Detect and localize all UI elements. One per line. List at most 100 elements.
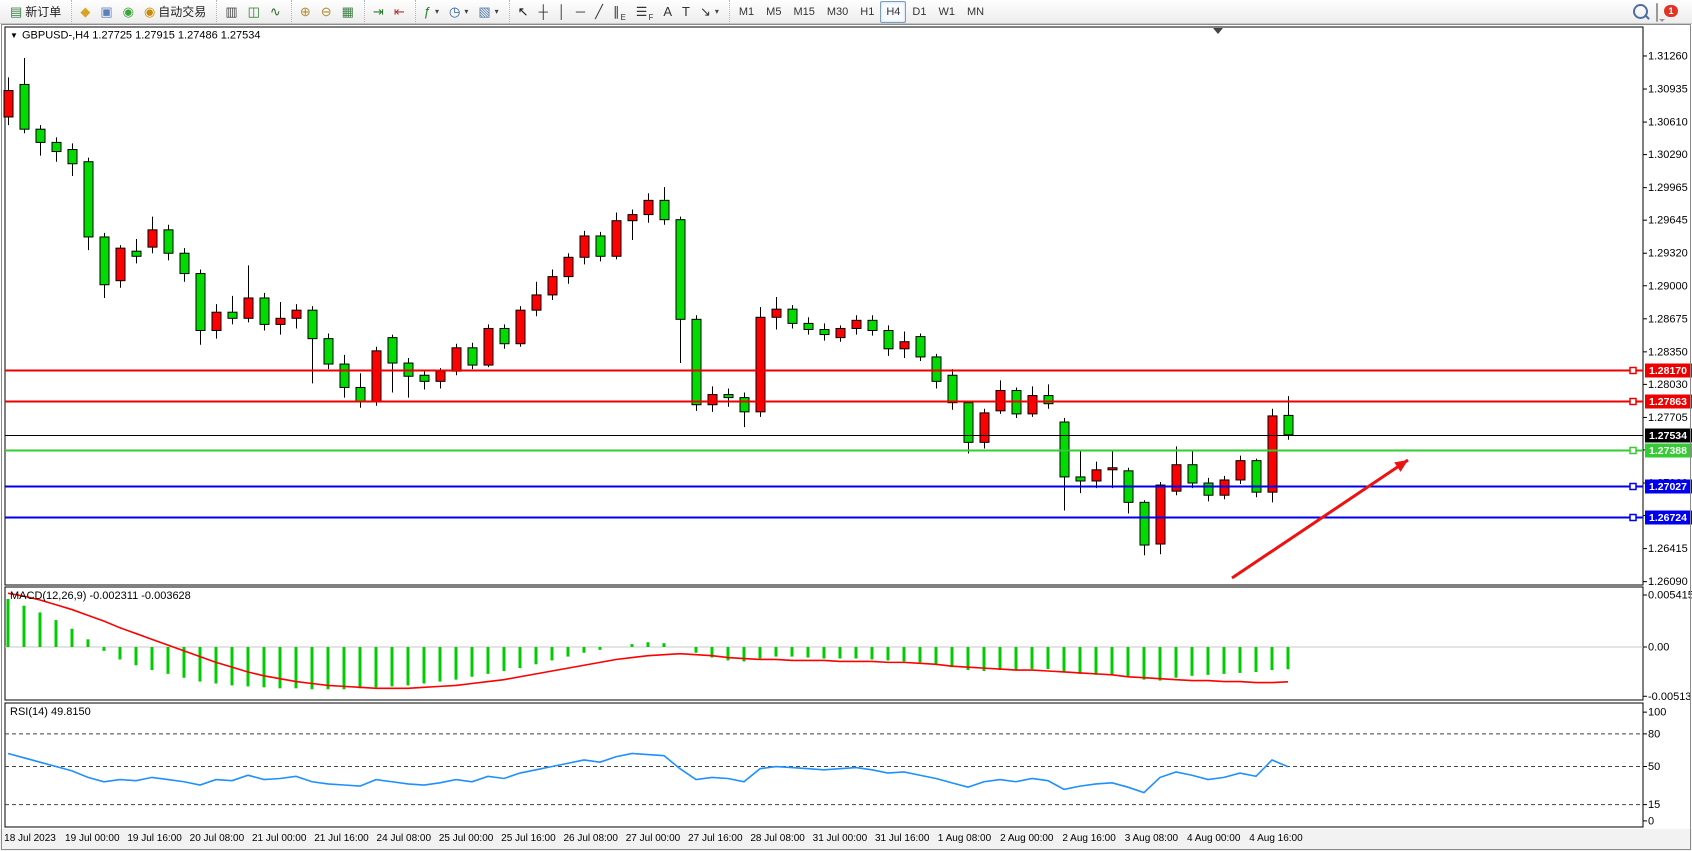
price-tick-label: 1.30935: [1648, 84, 1688, 96]
candle-body: [771, 308, 782, 318]
candle-body: [147, 229, 158, 248]
horizontal-line-1.26724[interactable]: [5, 510, 1692, 525]
vertical-line-button[interactable]: │: [553, 1, 571, 23]
price-tag: [1645, 510, 1692, 525]
horizontal-line-1.27863[interactable]: [5, 394, 1692, 409]
bar-chart-button[interactable]: ▥: [220, 1, 242, 23]
zoom-out-button[interactable]: ⊖: [316, 1, 337, 23]
price-tick-label: 1.28030: [1648, 379, 1688, 391]
auto-scroll-button[interactable]: ⇤: [389, 1, 410, 23]
macd-pane[interactable]: [4, 586, 1644, 701]
candle: [611, 212, 622, 260]
horizontal-line-1.27534[interactable]: [5, 428, 1692, 443]
candle-body: [659, 199, 670, 221]
tf-h1[interactable]: H1: [860, 5, 875, 18]
candle-body: [483, 327, 494, 366]
search-icon[interactable]: [1633, 4, 1648, 19]
time-label: 21 Jul 16:00: [314, 833, 369, 844]
macd-label: MACD(12,26,9) -0.002311 -0.003628: [10, 590, 191, 602]
new-order-button-label: 新订单: [25, 5, 62, 19]
candle: [627, 209, 638, 241]
new-order-button[interactable]: ▤ 新订单: [5, 1, 66, 23]
candle-body: [51, 141, 62, 153]
auto-scroll-button-icon: ⇤: [393, 4, 405, 19]
time-axis-strip[interactable]: [0, 829, 1692, 851]
rsi-tick-label: 0: [1648, 815, 1654, 827]
candle-body: [131, 250, 142, 257]
cursor-button[interactable]: ↖: [513, 1, 534, 23]
tf-d1[interactable]: D1: [912, 5, 927, 18]
chart-canvas[interactable]: 1.31260 1.30935 1.30610 1.30290 1.29965 1.296…: [0, 24, 1692, 851]
candle: [899, 331, 910, 358]
tile-windows-button[interactable]: ▦: [337, 1, 359, 23]
candle: [531, 281, 542, 317]
candle: [243, 265, 254, 323]
candle: [755, 307, 766, 417]
text-label-button[interactable]: T: [677, 1, 695, 23]
candle: [707, 386, 718, 412]
price-tag-label: 1.27388: [1649, 445, 1687, 457]
price-pane[interactable]: [4, 26, 1644, 586]
community-button[interactable]: ▣: [95, 1, 117, 23]
price-tag-label: 1.28170: [1649, 365, 1687, 377]
candle-body: [787, 308, 798, 324]
arrows-button[interactable]: ↘ ▾: [695, 1, 724, 23]
candle: [291, 304, 302, 329]
time-label: 1 Aug 08:00: [938, 833, 992, 844]
candle: [595, 231, 606, 262]
tf-m15[interactable]: M15: [793, 5, 815, 18]
horizontal-line-button[interactable]: ─: [571, 1, 590, 23]
tf-m30[interactable]: M30: [826, 5, 849, 18]
styler-button[interactable]: ◆: [75, 1, 95, 23]
candle: [499, 324, 510, 349]
hline-handle[interactable]: [1629, 446, 1637, 455]
candle-body: [739, 397, 750, 413]
templates-button[interactable]: ▧ ▾: [473, 1, 503, 23]
tf-h4[interactable]: H4: [880, 0, 907, 23]
price-tag-label: 1.26724: [1649, 512, 1687, 524]
candle: [547, 269, 558, 301]
autotrading-button[interactable]: ◉ 自动交易: [139, 1, 211, 23]
horizontal-line-1.27388[interactable]: [5, 443, 1692, 458]
hline-handle[interactable]: [1629, 513, 1637, 522]
tf-mn[interactable]: MN: [966, 5, 985, 18]
toolbar-group-4: ⇥ ⇤: [363, 0, 413, 24]
zoom-out-button-icon: ⊖: [320, 4, 332, 19]
text-button[interactable]: A: [658, 1, 677, 23]
candle-body: [643, 199, 654, 216]
trend-arrow[interactable]: [1231, 458, 1409, 580]
fibonacci-button[interactable]: ☰ F: [631, 1, 659, 23]
candle: [947, 369, 958, 410]
zoom-in-button[interactable]: ⊕: [295, 1, 316, 23]
candle: [1235, 455, 1246, 485]
hline-handle[interactable]: [1629, 482, 1637, 491]
rsi-pane[interactable]: [4, 702, 1644, 828]
time-label: 3 Aug 08:00: [1125, 833, 1179, 844]
tf-m1[interactable]: M1: [738, 5, 755, 18]
candle: [915, 333, 926, 362]
arrow-line[interactable]: [1231, 458, 1409, 580]
price-tick-label: 1.26415: [1648, 543, 1688, 555]
periods-button[interactable]: ◷ ▾: [444, 1, 473, 23]
alerts-button[interactable]: 1: [1656, 2, 1682, 22]
toolbar-group-6: ↖ ┼ │ ─ ╱ ∥ E ☰ F A T ↘ ▾: [508, 0, 727, 24]
indicators-button[interactable]: ƒ ▾: [419, 1, 444, 23]
candle-chart-button[interactable]: ◫: [243, 1, 265, 23]
toolbar-group-1: ◆ ▣ ◉ ◉ 自动交易: [71, 0, 214, 24]
hline-handle[interactable]: [1629, 397, 1637, 406]
candle-body: [723, 394, 734, 399]
crosshair-button[interactable]: ┼: [534, 1, 553, 23]
chart-shift-button[interactable]: ⇥: [368, 1, 389, 23]
line-chart-button[interactable]: ∿: [265, 1, 286, 23]
toolbar-group-2: ▥ ◫ ∿: [216, 0, 289, 24]
horizontal-line-1.28170[interactable]: [5, 363, 1692, 378]
trendline-button[interactable]: ╱: [590, 1, 608, 23]
hline-handle[interactable]: [1629, 366, 1637, 375]
tf-w1[interactable]: W1: [938, 5, 955, 18]
candle: [963, 400, 974, 454]
candle-body: [1187, 464, 1198, 484]
signals-button[interactable]: ◉: [118, 1, 139, 23]
tf-m5[interactable]: M5: [766, 5, 782, 18]
channel-button[interactable]: ∥ E: [608, 1, 631, 23]
